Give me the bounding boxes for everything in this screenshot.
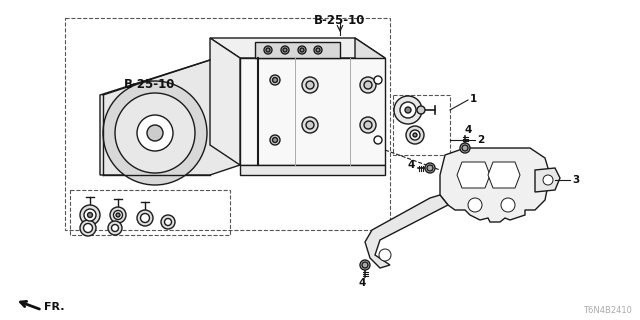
Circle shape [379,249,391,261]
Circle shape [314,46,322,54]
Polygon shape [210,38,385,58]
Polygon shape [100,60,240,175]
Circle shape [270,135,280,145]
Circle shape [406,126,424,144]
Circle shape [364,81,372,89]
Circle shape [103,81,207,185]
Text: 4: 4 [408,160,415,170]
Circle shape [110,207,126,223]
Circle shape [400,102,416,118]
Text: 4: 4 [358,278,365,288]
Text: FR.: FR. [44,302,65,312]
Circle shape [147,125,163,141]
Circle shape [306,121,314,129]
Polygon shape [210,38,240,165]
Circle shape [374,76,382,84]
Circle shape [80,205,100,225]
Circle shape [298,46,306,54]
Circle shape [425,163,435,173]
Circle shape [306,81,314,89]
Circle shape [137,115,173,151]
Text: 1: 1 [470,94,477,104]
Text: T6N4B2410: T6N4B2410 [583,306,632,315]
Circle shape [273,138,278,142]
Circle shape [266,48,270,52]
Circle shape [394,96,422,124]
Circle shape [316,48,320,52]
Circle shape [83,223,93,233]
Circle shape [283,48,287,52]
Circle shape [113,211,122,220]
Circle shape [116,213,120,217]
Circle shape [137,210,153,226]
Circle shape [88,212,93,218]
Circle shape [161,215,175,229]
Circle shape [462,145,468,151]
Polygon shape [457,162,490,188]
Circle shape [264,46,272,54]
Polygon shape [240,58,385,165]
Circle shape [417,106,425,114]
Circle shape [115,93,195,173]
Circle shape [362,262,368,268]
Text: B-25-10: B-25-10 [124,78,176,91]
Circle shape [501,198,515,212]
Circle shape [468,198,482,212]
Circle shape [164,219,172,226]
Circle shape [364,121,372,129]
Circle shape [80,220,96,236]
Circle shape [374,136,382,144]
Polygon shape [488,162,520,188]
Polygon shape [440,148,550,222]
Circle shape [360,77,376,93]
Polygon shape [255,42,340,58]
Circle shape [460,143,470,153]
Circle shape [111,225,118,231]
Text: 2: 2 [477,135,484,145]
Circle shape [84,209,96,221]
Polygon shape [365,195,448,268]
Circle shape [108,221,122,235]
Text: B-25-10: B-25-10 [314,14,365,27]
Circle shape [300,48,304,52]
Circle shape [273,77,278,83]
Circle shape [543,175,553,185]
Circle shape [405,107,411,113]
Circle shape [270,75,280,85]
Circle shape [302,77,318,93]
Circle shape [141,213,150,222]
Text: 4: 4 [464,125,472,135]
Circle shape [302,117,318,133]
Circle shape [413,133,417,137]
Circle shape [360,117,376,133]
Text: 3: 3 [572,175,579,185]
Circle shape [360,260,370,270]
Circle shape [281,46,289,54]
Polygon shape [240,165,385,175]
Polygon shape [355,38,385,78]
Circle shape [427,165,433,171]
Circle shape [410,130,420,140]
Polygon shape [535,168,560,192]
